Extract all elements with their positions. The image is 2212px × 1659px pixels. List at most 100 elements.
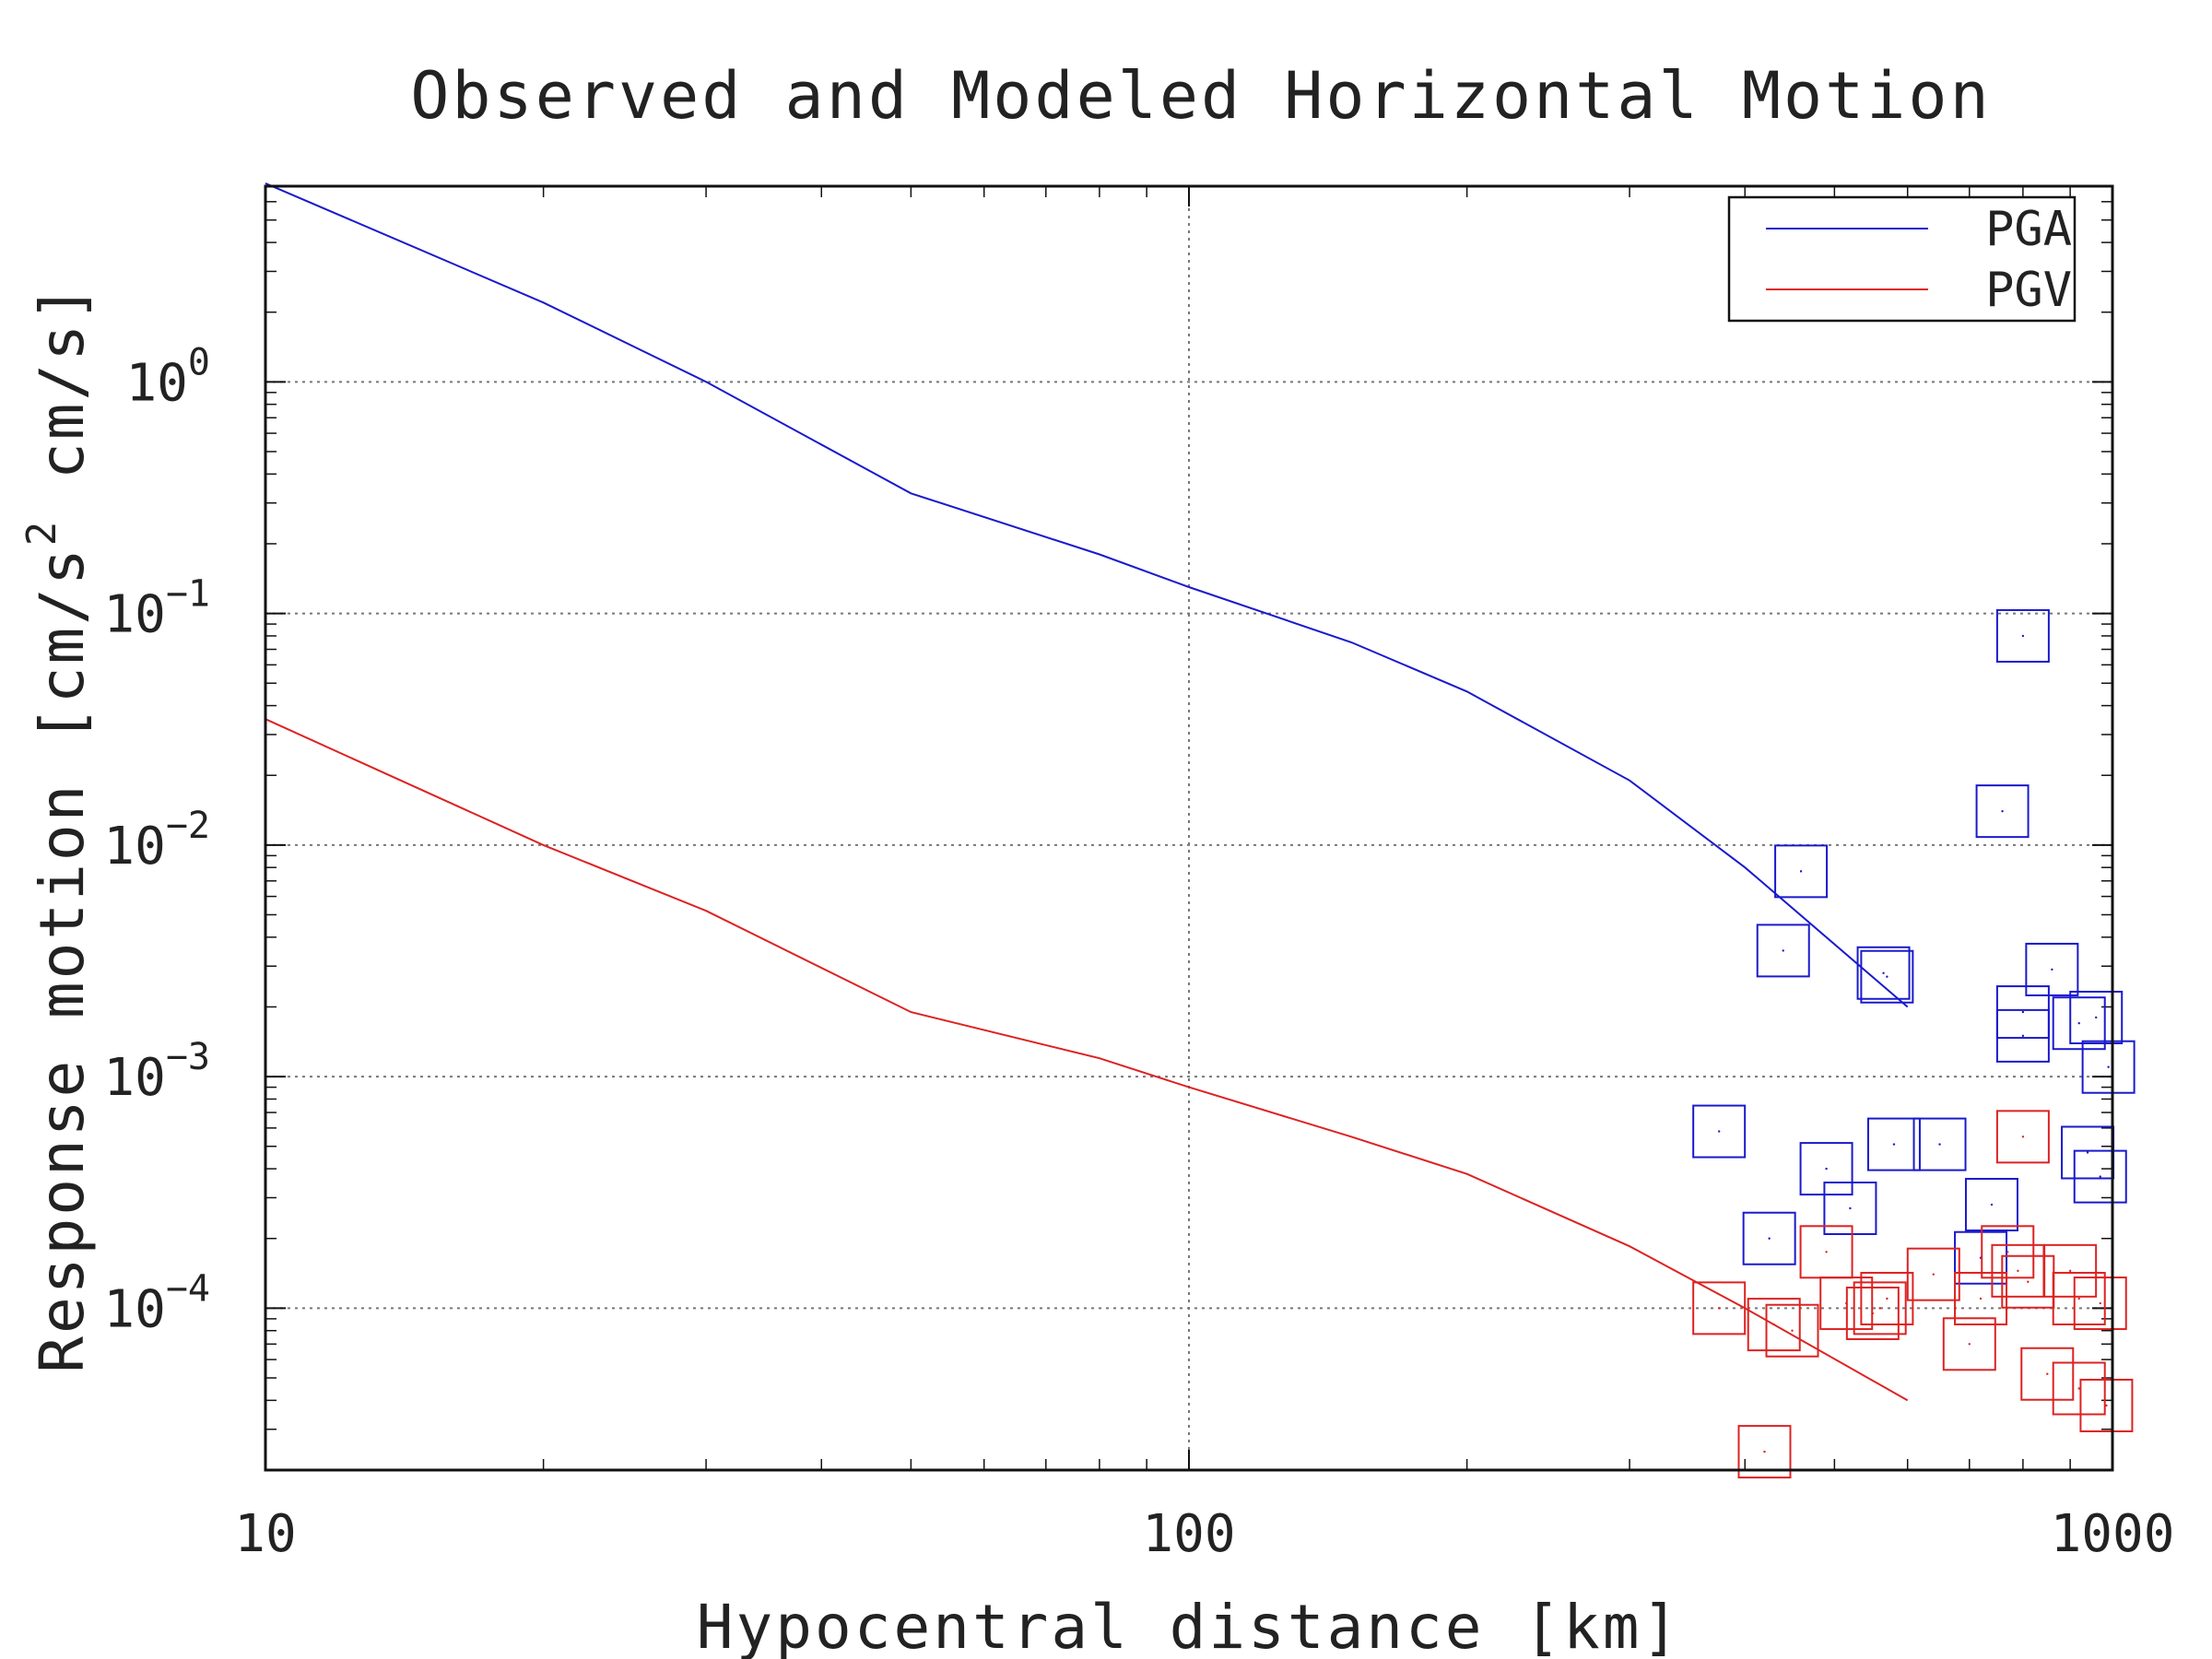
pga-observed-point (1964, 1178, 2018, 1232)
legend-pga-label: PGA (1985, 202, 2072, 257)
y-tick-exponent: −2 (166, 805, 210, 847)
pgv-observed-center (2021, 1135, 2025, 1138)
pga-observed-center (2086, 1151, 2089, 1154)
chart-title: Observed and Modeled Horizontal Motion (410, 58, 1991, 134)
pga-observed-center (1882, 971, 1885, 974)
pgv-observed-center (1979, 1297, 1983, 1300)
pgv-observed-center (1791, 1329, 1794, 1332)
pga-observed-point (1995, 1008, 2050, 1063)
pga-observed-center (2095, 1016, 2098, 1019)
pga-observed-center (1892, 1143, 1896, 1146)
pgv-observed-point (2052, 1361, 2106, 1416)
pgv-observed-point (1692, 1281, 1747, 1335)
pga-observed-point (1856, 946, 1911, 1000)
y-tick-label: 10−1 (103, 573, 210, 645)
pgv-observed-center (1968, 1343, 1971, 1346)
pga-observed-point (1756, 924, 1810, 978)
x-tick-label: 10 (234, 1504, 296, 1564)
y-tick-exponent: −3 (166, 1036, 210, 1078)
pga-observed-point (1774, 844, 1829, 899)
y-axis-label-superscript: 2 (18, 519, 65, 547)
legend-pgv-label: PGV (1985, 263, 2072, 318)
pga-observed-center (2099, 1175, 2101, 1178)
y-tick-base: 10 (125, 353, 187, 413)
y-tick-base: 10 (103, 1279, 165, 1339)
pgv-observed-point (2052, 1271, 2106, 1325)
pga-observed-center (2021, 1034, 2025, 1038)
pgv-observed-center (1886, 1297, 1888, 1300)
pgv-observed-center (2077, 1387, 2080, 1390)
pga-observed-center (1717, 1130, 1721, 1133)
y-tick-exponent: 0 (188, 341, 210, 383)
pgv-observed-point (1906, 1247, 1960, 1301)
pgv-observed-point (1853, 1281, 1907, 1335)
pgv-observed-point (1942, 1317, 1996, 1371)
y-axis-label-part1: Response motion [cm/s (27, 546, 98, 1372)
pgv-observed-point (2043, 1243, 2098, 1298)
y-tick-label: 10−4 (103, 1267, 210, 1339)
pgv-observed-point (2073, 1277, 2127, 1331)
pga-observed-point (2069, 990, 2124, 1044)
pga-observed-center (1768, 1237, 1771, 1240)
pgv-observed-point (1954, 1271, 2008, 1325)
y-tick-label: 10−3 (103, 1036, 210, 1108)
pga-observed-point (2073, 1149, 2127, 1204)
pgv-observed-center (1878, 1307, 1881, 1310)
y-axis-label-part2: cm/s] (27, 282, 98, 518)
pga-observed-point (1995, 608, 2050, 663)
y-tick-exponent: −4 (166, 1267, 210, 1310)
y-tick-label: 100 (125, 341, 210, 413)
pga-observed-point (1975, 784, 2030, 839)
pgv-observed-center (1825, 1251, 1828, 1253)
y-axis-label: Response motion [cm/s2 cm/s] (18, 282, 98, 1372)
pgv-observed-point (1737, 1425, 1792, 1479)
pgv-observed-point (1995, 1110, 2050, 1164)
pgv-observed-center (2099, 1301, 2101, 1305)
pgv-observed-center (1871, 1312, 1875, 1315)
pgv-observed-center (2017, 1269, 2019, 1273)
pga-observed-center (2021, 634, 2025, 638)
pgv-observed-center (2068, 1269, 2072, 1273)
pga-observed-center (2021, 1010, 2025, 1014)
x-axis-label: Hypocentral distance [km] (697, 1592, 1681, 1659)
pgv-observed-point (1860, 1271, 1914, 1325)
pgv-observed-point (1765, 1303, 1819, 1358)
pga-observed-point (1860, 949, 1914, 1004)
pgv-observed-point (2079, 1378, 2134, 1432)
pgv-observed-point (1747, 1298, 1801, 1352)
pga-model-line (265, 182, 1909, 1008)
grid-lines (265, 186, 2112, 1470)
pgv-observed-center (1772, 1323, 1775, 1326)
pga-observed-center (1990, 1203, 1994, 1206)
x-tick-labels: 10 100 1000 (234, 1504, 2174, 1564)
pga-observed-point (1954, 1230, 2008, 1285)
pgv-observed-center (2105, 1404, 2108, 1407)
pga-observed-point (1742, 1211, 1796, 1265)
x-tick-label: 100 (1142, 1504, 1235, 1564)
pgv-observed-center (1932, 1273, 1935, 1276)
pga-observed-point (2025, 942, 2079, 996)
y-tick-exponent: −1 (166, 573, 210, 616)
y-tick-base: 10 (103, 1048, 165, 1108)
x-tick-label: 1000 (2051, 1504, 2175, 1564)
pgv-observed-center (2027, 1280, 2030, 1283)
pga-observed-center (1825, 1167, 1828, 1171)
pgv-observed-center (1717, 1307, 1721, 1310)
pga-observed-center (2001, 809, 2004, 813)
legend: PGA PGV (1727, 195, 2077, 323)
pga-observed-center (2077, 1022, 2080, 1025)
pga-observed-point (1912, 1117, 1967, 1171)
pga-observed-point (1866, 1117, 1921, 1171)
pga-observed-center (1849, 1206, 1852, 1210)
pga-observed-point (2052, 996, 2106, 1051)
plot-frame (264, 184, 2114, 1472)
y-tick-label: 10−2 (103, 805, 210, 877)
pga-observed-point (1823, 1181, 1877, 1235)
pga-observed-center (1938, 1143, 1941, 1146)
pgv-observed-center (2006, 1251, 2009, 1253)
legend-box (1727, 195, 2077, 323)
pgv-observed-center (1763, 1450, 1766, 1453)
y-tick-base: 10 (103, 817, 165, 877)
pga-observed-point (1799, 1142, 1853, 1196)
